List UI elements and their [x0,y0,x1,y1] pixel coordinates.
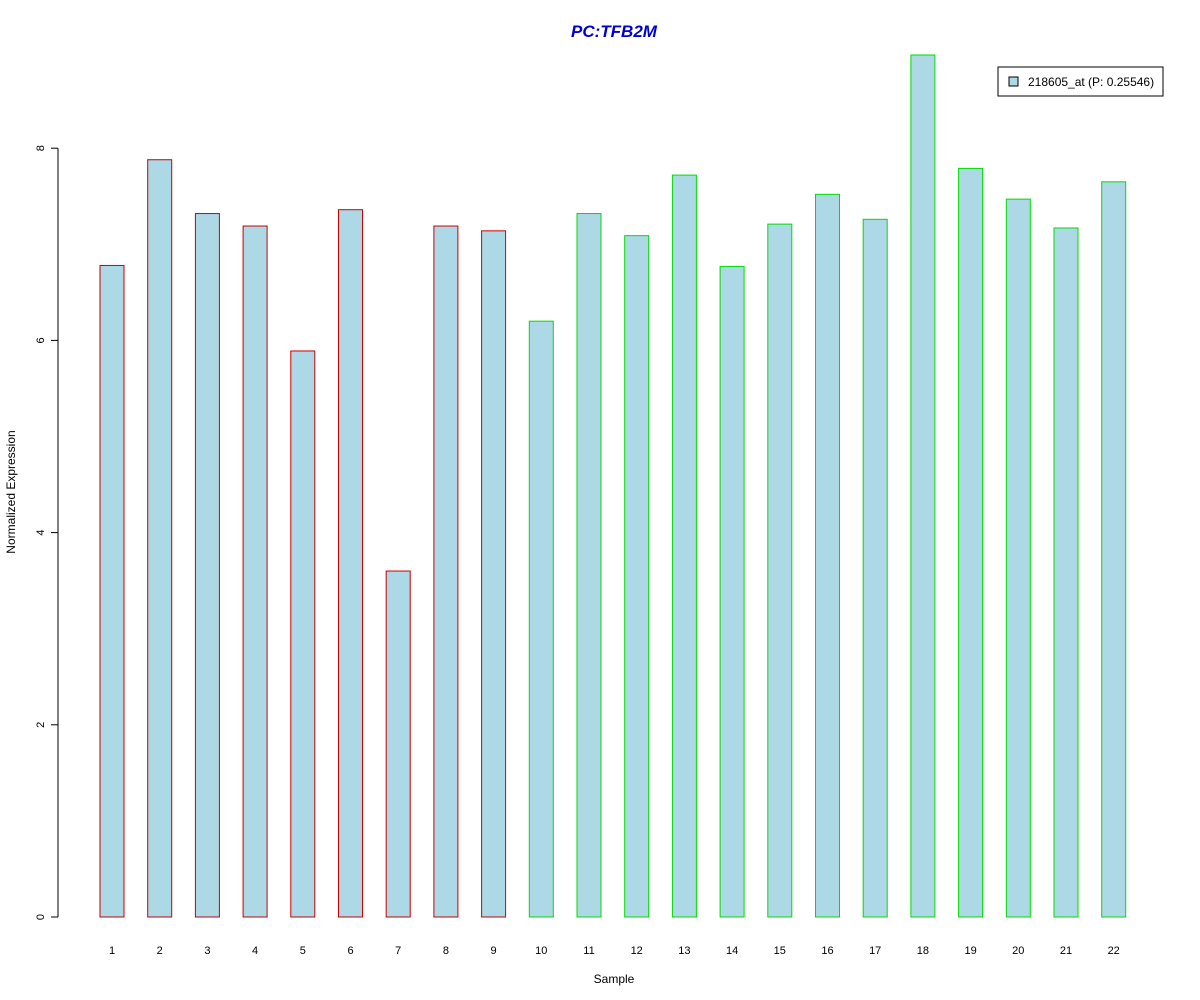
y-tick-label: 2 [35,722,47,728]
x-tick-label: 7 [395,945,401,957]
x-tick-label: 13 [678,945,690,957]
x-tick-label: 21 [1060,945,1072,957]
x-tick-label: 9 [491,945,497,957]
bar-sample-8 [433,225,459,918]
y-tick-label: 6 [35,337,47,343]
x-tick-label: 1 [109,945,115,957]
bar-sample-3 [194,213,220,918]
bar-sample-4 [242,225,268,918]
x-tick-label: 16 [821,945,833,957]
x-tick-label: 19 [964,945,976,957]
x-tick-label: 22 [1108,945,1120,957]
x-tick-label: 15 [774,945,786,957]
bar-sample-16 [815,193,840,918]
legend-box [997,66,1164,97]
bar-sample-18 [910,54,936,918]
bar-sample-20 [1005,198,1031,918]
y-axis: 0 2 4 6 8 [35,145,59,920]
x-tick-label: 3 [204,945,210,957]
y-tick-label: 8 [35,145,47,151]
legend-swatch [1008,76,1019,87]
x-tick-label: 5 [300,945,306,957]
bar-sample-15 [767,223,793,918]
legend-label: 218605_at (P: 0.25546) [1028,75,1154,89]
bar-sample-5 [290,350,316,918]
x-axis-labels: 1 2 3 4 5 6 7 8 9 10 11 12 13 14 15 16 17 18 19 20 21 22 [109,945,1120,957]
x-tick-label: 17 [869,945,881,957]
bar-sample-14 [719,265,745,918]
y-axis-title: Normalized Expression [4,430,18,553]
bar-sample-19 [958,167,984,918]
bar-sample-11 [576,213,602,918]
chart-title: PC:TFB2M [571,22,658,41]
y-tick-label: 0 [35,914,47,920]
x-axis-title: Sample [594,972,635,986]
bar-sample-10 [528,320,554,918]
x-tick-label: 14 [726,945,738,957]
x-tick-label: 6 [347,945,353,957]
x-tick-label: 10 [535,945,547,957]
x-tick-label: 2 [157,945,163,957]
bar-sample-22 [1101,181,1127,918]
bar-sample-1 [99,264,125,918]
bar-sample-2 [147,159,173,918]
x-tick-label: 4 [252,945,258,957]
bar-sample-17 [862,218,888,918]
bars [99,54,1127,918]
y-tick-label: 4 [35,530,47,536]
x-tick-label: 8 [443,945,449,957]
bar-sample-6 [338,209,363,918]
legend: 218605_at (P: 0.25546) [997,66,1164,97]
bar-sample-12 [624,235,650,918]
x-tick-label: 20 [1012,945,1024,957]
bar-sample-13 [671,174,697,918]
bar-sample-21 [1053,227,1079,918]
x-tick-label: 12 [631,945,643,957]
x-tick-label: 11 [583,945,594,957]
bar-sample-9 [481,230,507,918]
bar-sample-7 [385,570,411,918]
x-tick-label: 18 [917,945,929,957]
